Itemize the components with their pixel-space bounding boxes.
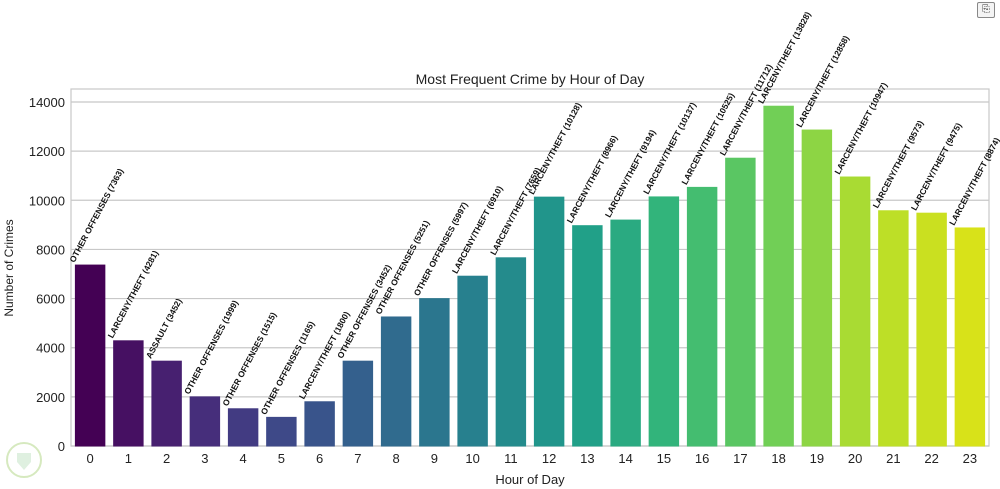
y-tick-label: 8000 bbox=[36, 242, 65, 257]
x-tick-label: 3 bbox=[201, 451, 208, 466]
bar-hour-20 bbox=[839, 176, 871, 447]
bar-hour-7 bbox=[342, 360, 374, 447]
x-tick-label: 1 bbox=[125, 451, 132, 466]
x-tick-label: 4 bbox=[240, 451, 247, 466]
bar-hour-21 bbox=[878, 210, 909, 447]
watermark-logo bbox=[6, 442, 42, 478]
bar-hour-9 bbox=[419, 298, 450, 447]
x-tick-label: 15 bbox=[657, 451, 671, 466]
bar-hour-14 bbox=[610, 219, 641, 447]
x-tick-label: 18 bbox=[771, 451, 785, 466]
bar-hour-11 bbox=[495, 257, 527, 447]
bar-hour-22 bbox=[916, 212, 947, 447]
x-tick-label: 13 bbox=[580, 451, 594, 466]
copy-icon[interactable]: ⎘ bbox=[977, 2, 995, 18]
bar-hour-6 bbox=[304, 401, 335, 447]
x-tick-label: 12 bbox=[542, 451, 556, 466]
bar-hour-3 bbox=[189, 396, 221, 447]
bar-hour-15 bbox=[648, 196, 680, 447]
x-tick-label: 0 bbox=[87, 451, 94, 466]
x-tick-label: 23 bbox=[963, 451, 977, 466]
bar-hour-10 bbox=[457, 275, 488, 447]
bar-hour-8 bbox=[380, 316, 412, 447]
bar-hour-19 bbox=[801, 129, 833, 447]
y-tick-label: 12000 bbox=[29, 144, 65, 159]
y-tick-label: 14000 bbox=[29, 95, 65, 110]
bar-hour-12 bbox=[533, 196, 565, 447]
bar-hour-2 bbox=[151, 360, 182, 447]
x-tick-label: 16 bbox=[695, 451, 709, 466]
bar-hour-0 bbox=[74, 264, 106, 447]
y-tick-label: 4000 bbox=[36, 341, 65, 356]
y-tick-label: 0 bbox=[58, 439, 65, 454]
bar-hour-17 bbox=[725, 157, 756, 447]
chart-title: Most Frequent Crime by Hour of Day bbox=[416, 71, 645, 87]
bar-hour-1 bbox=[113, 340, 144, 447]
x-tick-label: 7 bbox=[354, 451, 361, 466]
x-tick-label: 21 bbox=[886, 451, 900, 466]
x-tick-label: 17 bbox=[733, 451, 747, 466]
bar-hour-5 bbox=[266, 416, 297, 447]
x-tick-label: 19 bbox=[810, 451, 824, 466]
x-tick-label: 10 bbox=[465, 451, 479, 466]
y-tick-label: 10000 bbox=[29, 193, 65, 208]
bar-hour-13 bbox=[572, 225, 603, 447]
plot-area bbox=[70, 88, 990, 447]
bar-hour-4 bbox=[227, 408, 259, 447]
y-axis-label: Number of Crimes bbox=[2, 219, 16, 316]
bar-hour-16 bbox=[686, 186, 718, 447]
bar-hour-18 bbox=[763, 105, 794, 447]
x-tick-label: 22 bbox=[924, 451, 938, 466]
x-tick-label: 6 bbox=[316, 451, 323, 466]
x-tick-label: 5 bbox=[278, 451, 285, 466]
x-tick-label: 2 bbox=[163, 451, 170, 466]
x-tick-label: 20 bbox=[848, 451, 862, 466]
bar-hour-23 bbox=[954, 227, 986, 447]
x-tick-label: 11 bbox=[504, 451, 518, 466]
x-tick-label: 14 bbox=[618, 451, 632, 466]
y-tick-label: 6000 bbox=[36, 292, 65, 307]
x-tick-label: 8 bbox=[393, 451, 400, 466]
x-axis-label: Hour of Day bbox=[495, 472, 565, 487]
x-tick-label: 9 bbox=[431, 451, 438, 466]
y-tick-label: 2000 bbox=[36, 390, 65, 405]
